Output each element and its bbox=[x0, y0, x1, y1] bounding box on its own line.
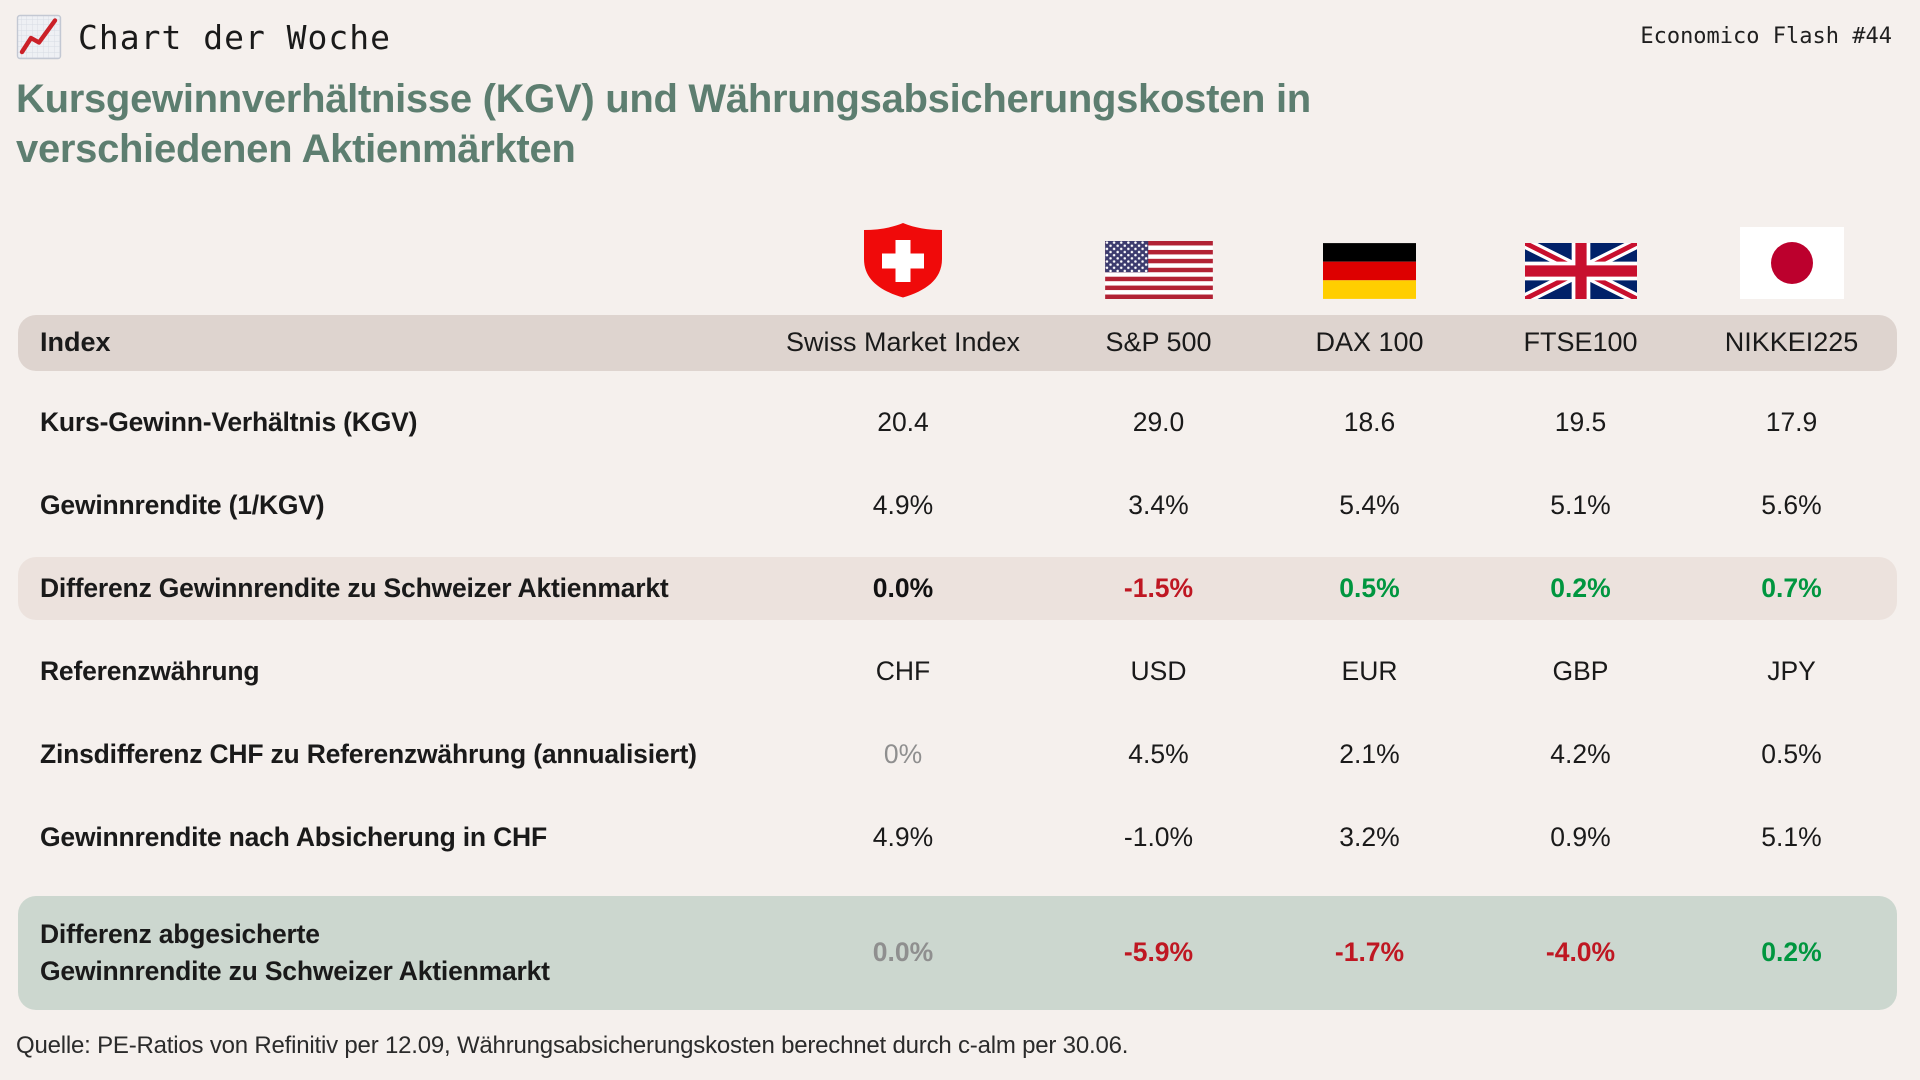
cell-value: 0.9% bbox=[1550, 821, 1611, 852]
brand: Chart der Woche bbox=[16, 14, 391, 60]
cell-value: -1.0% bbox=[1123, 821, 1194, 852]
cell-value: 5.1% bbox=[1550, 489, 1611, 520]
column-header-ftse: FTSE100 bbox=[1523, 327, 1638, 358]
cell-value: 4.2% bbox=[1550, 738, 1611, 769]
cell-value: 3.4% bbox=[1128, 489, 1189, 520]
cell-value: JPY bbox=[1767, 655, 1816, 686]
issue-label: Economico Flash #44 bbox=[1640, 24, 1892, 49]
cell-value: 0.2% bbox=[1761, 937, 1822, 968]
germany-flag-icon bbox=[1323, 242, 1416, 299]
cell-value: 3.2% bbox=[1339, 821, 1400, 852]
cell-value: 0.5% bbox=[1339, 572, 1400, 603]
table-row-zinsdifferenz: Zinsdifferenz CHF zu Referenzwährung (an… bbox=[18, 723, 1897, 786]
source-note: Quelle: PE-Ratios von Refinitiv per 12.0… bbox=[16, 1031, 1129, 1059]
table-row-differenz-abgesichert: Differenz abgesicherte Gewinnrendite zu … bbox=[18, 895, 1897, 1010]
index-header: Index bbox=[40, 327, 111, 358]
cell-value: CHF bbox=[875, 655, 931, 686]
column-header-nikkei: NIKKEI225 bbox=[1724, 327, 1859, 358]
cell-value: 4.5% bbox=[1128, 738, 1189, 769]
cell-value: 5.1% bbox=[1761, 821, 1822, 852]
table-header-row: Index Swiss Market Index S&P 500 DAX 100… bbox=[18, 314, 1897, 371]
cell-value: 18.6 bbox=[1343, 406, 1396, 437]
row-label: Kurs-Gewinn-Verhältnis (KGV) bbox=[40, 406, 418, 437]
usa-flag-icon bbox=[1104, 240, 1213, 299]
cell-value: 0.7% bbox=[1761, 572, 1822, 603]
row-label: Gewinnrendite (1/KGV) bbox=[40, 489, 325, 520]
flag-spacer bbox=[18, 219, 753, 299]
cell-value: 2.1% bbox=[1339, 738, 1400, 769]
switzerland-flag-icon bbox=[864, 222, 942, 298]
cell-value: 0.2% bbox=[1550, 572, 1611, 603]
column-header-smi: Swiss Market Index bbox=[785, 327, 1021, 358]
flag-cell-uk bbox=[1475, 219, 1686, 299]
japan-flag-icon bbox=[1739, 226, 1844, 299]
cell-value: EUR bbox=[1341, 655, 1398, 686]
cell-value: 20.4 bbox=[877, 406, 929, 437]
cell-value: 4.9% bbox=[872, 489, 934, 520]
table-row-referenzwaehrung: Referenzwährung CHF USD EUR GBP JPY bbox=[18, 640, 1897, 703]
cell-value: 0.0% bbox=[872, 572, 934, 603]
flag-cell-usa bbox=[1053, 219, 1264, 299]
table-row-gewinnrendite-abgesichert: Gewinnrendite nach Absicherung in CHF 4.… bbox=[18, 806, 1897, 869]
top-bar: Chart der Woche Economico Flash #44 bbox=[0, 0, 1920, 60]
cell-value: 0% bbox=[883, 738, 923, 769]
row-label: Referenzwährung bbox=[40, 655, 260, 686]
cell-value: 5.4% bbox=[1339, 489, 1400, 520]
cell-value: 17.9 bbox=[1765, 406, 1818, 437]
cell-value: 0.5% bbox=[1761, 738, 1822, 769]
flag-cell-switzerland bbox=[753, 219, 1053, 299]
row-label: Gewinnrendite nach Absicherung in CHF bbox=[40, 821, 547, 852]
chart-increasing-icon bbox=[16, 14, 62, 60]
table-row-differenz-gewinnrendite: Differenz Gewinnrendite zu Schweizer Akt… bbox=[18, 556, 1897, 620]
cell-value: -1.5% bbox=[1123, 572, 1194, 603]
cell-value: -4.0% bbox=[1545, 937, 1616, 968]
row-label: Differenz Gewinnrendite zu Schweizer Akt… bbox=[40, 572, 669, 603]
row-label: Zinsdifferenz CHF zu Referenzwährung (an… bbox=[40, 738, 697, 769]
cell-value: -1.7% bbox=[1334, 937, 1405, 968]
cell-value: 5.6% bbox=[1761, 489, 1822, 520]
table-row-gewinnrendite: Gewinnrendite (1/KGV) 4.9% 3.4% 5.4% 5.1… bbox=[18, 474, 1897, 537]
brand-title: Chart der Woche bbox=[78, 17, 392, 57]
cell-value: GBP bbox=[1552, 655, 1609, 686]
cell-value: 29.0 bbox=[1132, 406, 1185, 437]
page-title: Kursgewinnverhältnisse (KGV) und Währung… bbox=[16, 77, 1311, 172]
cell-value: 0.0% bbox=[872, 937, 934, 968]
flag-cell-germany bbox=[1264, 219, 1475, 299]
cell-value: -5.9% bbox=[1123, 937, 1194, 968]
row-label: Differenz abgesicherte Gewinnrendite zu … bbox=[40, 918, 550, 986]
cell-value: 19.5 bbox=[1554, 406, 1607, 437]
column-header-sp500: S&P 500 bbox=[1105, 327, 1212, 358]
column-header-dax: DAX 100 bbox=[1315, 327, 1424, 358]
cell-value: 4.9% bbox=[872, 821, 934, 852]
cell-value: USD bbox=[1130, 655, 1187, 686]
table-row-kgv: Kurs-Gewinn-Verhältnis (KGV) 20.4 29.0 1… bbox=[18, 391, 1897, 454]
flag-cell-japan bbox=[1686, 219, 1897, 299]
flag-row bbox=[18, 219, 1897, 299]
uk-flag-icon bbox=[1524, 242, 1637, 299]
